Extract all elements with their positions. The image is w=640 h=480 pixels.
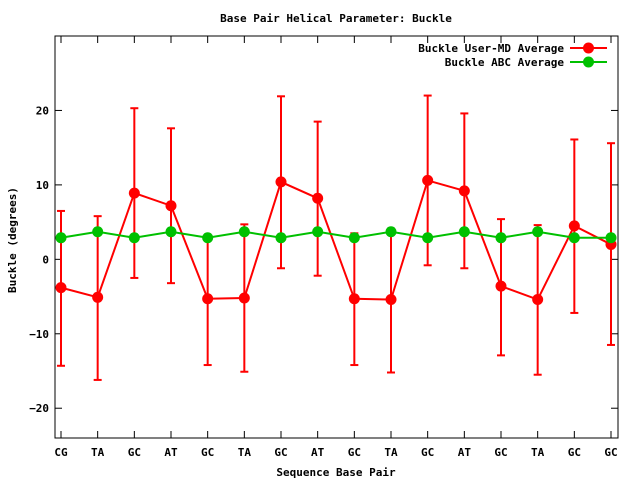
data-point-abc — [422, 232, 434, 244]
x-tick-label: TA — [238, 446, 252, 459]
x-tick-label: TA — [384, 446, 398, 459]
legend-marker-user-md — [583, 42, 594, 54]
series-line-abc — [60, 230, 611, 239]
data-point-user-md — [458, 185, 470, 197]
y-axis: −20 −10 0 10 20 — [29, 104, 618, 415]
chart-title: Base Pair Helical Parameter: Buckle — [220, 12, 452, 25]
data-point-user-md — [385, 294, 397, 306]
data-point-user-md — [422, 174, 434, 186]
x-tick-label: GC — [348, 446, 361, 459]
data-point-abc — [312, 226, 324, 238]
series-layer — [55, 94, 617, 381]
data-point-abc — [128, 232, 140, 244]
y-tick-label: −10 — [29, 328, 49, 341]
data-point-user-md — [165, 200, 177, 212]
x-tick-label: GC — [568, 446, 581, 459]
legend-label-user-md: Buckle User-MD Average — [418, 42, 564, 55]
data-point-abc — [165, 226, 177, 238]
y-axis-label: Buckle (degrees) — [6, 187, 19, 293]
plot-frame — [54, 35, 619, 439]
data-point-abc — [495, 232, 507, 244]
data-point-abc — [568, 232, 580, 244]
data-point-user-md — [128, 187, 140, 199]
data-point-user-md — [532, 294, 544, 306]
x-tick-label: GC — [604, 446, 617, 459]
y-tick-label: 0 — [42, 253, 49, 266]
data-point-abc — [238, 226, 250, 238]
data-point-user-md — [92, 291, 104, 303]
data-point-abc — [202, 232, 214, 244]
data-point-abc — [275, 232, 287, 244]
x-tick-label: AT — [311, 446, 325, 459]
x-tick-label: AT — [458, 446, 472, 459]
data-point-user-md — [348, 293, 360, 305]
x-axis: CG TA GC AT GC TA GC AT GC TA GC AT GC TA GC GC — [54, 36, 618, 459]
x-tick-label: GC — [128, 446, 141, 459]
data-point-abc — [458, 226, 470, 238]
x-tick-label: GC — [421, 446, 434, 459]
data-point-user-md — [238, 292, 250, 304]
x-axis-label: Sequence Base Pair — [276, 466, 396, 479]
series-line-user-md — [60, 179, 612, 301]
legend-label-abc: Buckle ABC Average — [445, 56, 565, 69]
data-point-abc — [348, 232, 360, 244]
data-point-user-md — [312, 192, 324, 204]
data-point-user-md — [202, 293, 214, 305]
series-abc — [55, 226, 617, 244]
data-point-abc — [605, 232, 617, 244]
x-tick-label: TA — [531, 446, 545, 459]
x-tick-label: GC — [201, 446, 214, 459]
y-tick-label: 20 — [36, 104, 49, 117]
y-tick-label: −20 — [29, 402, 49, 415]
x-tick-label: CG — [54, 446, 68, 459]
x-tick-label: TA — [91, 446, 105, 459]
y-tick-label: 10 — [36, 179, 49, 192]
data-point-abc — [92, 226, 104, 238]
data-point-user-md — [55, 282, 67, 294]
series-user-md — [55, 94, 617, 381]
data-point-user-md — [275, 176, 287, 188]
data-point-abc — [55, 232, 67, 244]
data-point-user-md — [568, 220, 580, 232]
data-point-abc — [385, 226, 397, 238]
x-tick-label: GC — [274, 446, 287, 459]
data-point-user-md — [495, 280, 507, 292]
x-tick-label: GC — [494, 446, 507, 459]
data-point-abc — [532, 226, 544, 238]
legend-marker-abc — [583, 56, 594, 68]
x-tick-label: AT — [164, 446, 178, 459]
